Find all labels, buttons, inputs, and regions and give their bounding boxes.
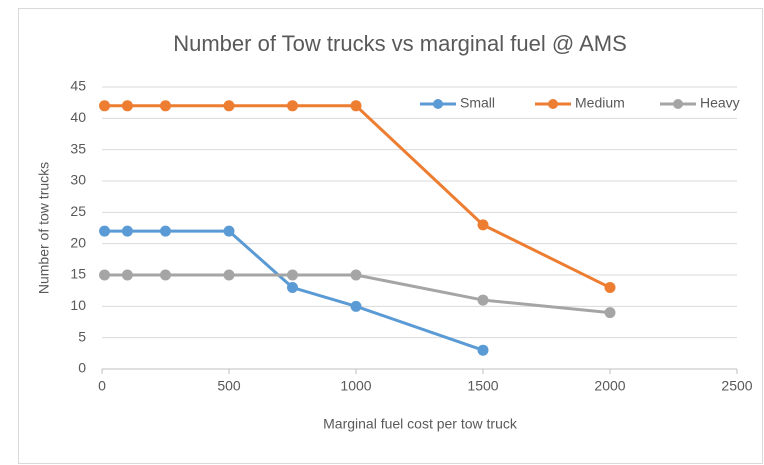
data-point [121, 100, 133, 112]
data-point [160, 225, 171, 237]
y-tick-label: 5 [78, 328, 86, 344]
y-tick-label: 15 [70, 266, 86, 282]
data-point [350, 300, 362, 312]
y-axis-label: Number of tow trucks [36, 162, 52, 294]
y-tick-label: 40 [70, 109, 86, 125]
legend-marker [433, 99, 443, 109]
data-point [223, 225, 235, 237]
legend-marker [673, 99, 683, 109]
data-point [477, 294, 489, 306]
data-point [160, 100, 171, 112]
data-point [99, 269, 111, 281]
data-point [121, 225, 133, 237]
y-tick-label: 10 [70, 297, 86, 313]
data-point [604, 307, 616, 319]
y-tick-label: 45 [70, 78, 86, 94]
legend-label: Small [460, 95, 495, 111]
series-line [104, 104, 611, 289]
chart-border [18, 8, 763, 464]
data-point [477, 344, 489, 356]
data-point [287, 100, 298, 112]
data-point [160, 269, 171, 281]
data-point [350, 269, 362, 281]
y-tick-label: 0 [78, 360, 86, 376]
y-tick-label: 25 [70, 203, 86, 219]
x-axis-label: Marginal fuel cost per tow truck [323, 416, 518, 432]
y-tick-label: 35 [70, 140, 86, 156]
data-point [604, 282, 616, 294]
x-tick-label: 500 [217, 378, 241, 394]
series-line [104, 273, 611, 315]
y-tick-label: 30 [70, 172, 86, 188]
x-tick-label: 0 [98, 378, 106, 394]
data-point [99, 225, 111, 237]
legend-label: Medium [575, 95, 625, 111]
x-tick-label: 1500 [467, 378, 498, 394]
data-point [223, 269, 235, 281]
legend-marker [548, 99, 558, 109]
data-point [287, 269, 298, 281]
data-point [477, 219, 489, 231]
data-point [121, 269, 133, 281]
data-point [99, 100, 111, 112]
x-tick-label: 2000 [594, 378, 625, 394]
x-tick-label: 1000 [340, 378, 371, 394]
data-point [287, 282, 298, 294]
x-tick-label: 2500 [721, 378, 752, 394]
legend-label: Heavy [700, 95, 740, 111]
data-point [350, 100, 362, 112]
chart-title: Number of Tow trucks vs marginal fuel @ … [173, 31, 627, 56]
y-tick-label: 20 [70, 234, 86, 250]
data-point [223, 100, 235, 112]
